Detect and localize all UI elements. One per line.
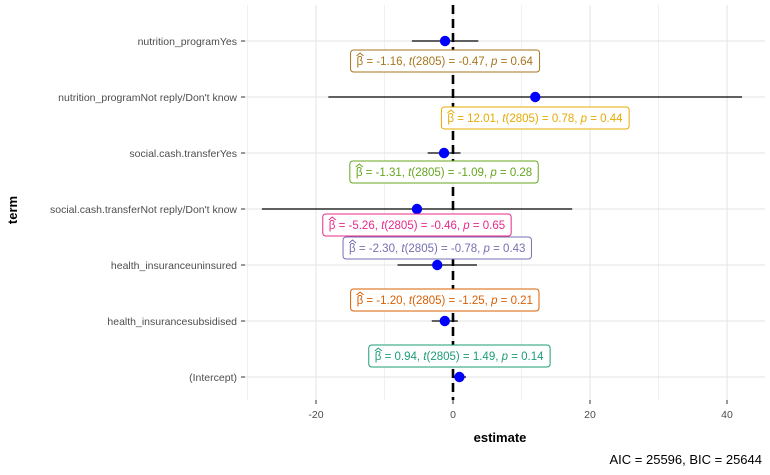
beta-hat: [356, 291, 364, 296]
y-axis-title: term: [5, 196, 20, 224]
estimate-point: [411, 203, 423, 215]
annotation-text: β = -1.31, t(2805) = -1.09, p = 0.28: [356, 167, 532, 179]
estimate-point: [438, 147, 450, 159]
beta-hat: [447, 109, 455, 114]
estimate-points: [411, 35, 541, 383]
estimate-point: [454, 371, 465, 383]
estimate-point: [432, 259, 443, 271]
x-tick-label: 20: [584, 409, 596, 421]
annotation-label: β = -2.30, t(2805) = -0.78, p = 0.43: [342, 236, 532, 260]
model-fit-caption: AIC = 25596, BIC = 25644: [610, 452, 763, 467]
annotation-text: β = 12.01, t(2805) = 0.78, p = 0.44: [447, 113, 623, 125]
y-tick-label: social.cash.transferYes: [129, 148, 237, 160]
annotation-text: β = 0.94, t(2805) = 1.49, p = 0.14: [375, 351, 544, 363]
y-tick-label: health_insurancesubsidised: [107, 316, 237, 328]
beta-hat: [355, 163, 364, 168]
x-tick-label: -20: [308, 409, 323, 421]
annotation-box: [342, 236, 532, 260]
annotation-text: β = -5.26, t(2805) = -0.46, p = 0.65: [329, 220, 505, 232]
annotation-box: [322, 213, 512, 237]
y-tick-label: social.cash.transferNot reply/Don't know: [50, 204, 237, 216]
annotation-box: [350, 288, 540, 312]
annotation-box: [350, 49, 541, 73]
annotation-text: β = -2.30, t(2805) = -0.78, p = 0.43: [349, 243, 525, 255]
annotation-label: β = -1.31, t(2805) = -1.09, p = 0.28: [349, 160, 539, 184]
y-axis-ticks: (Intercept) health_insurancesubsidised hea…: [50, 36, 245, 384]
y-tick-label: nutrition_programNot reply/Don't know: [58, 92, 237, 104]
beta-hat: [356, 52, 364, 57]
y-tick-label: health_insuranceuninsured: [111, 260, 237, 272]
x-tick-label: 0: [450, 409, 456, 421]
x-axis-title: estimate: [474, 430, 527, 445]
annotation-box: [440, 106, 630, 130]
estimate-point: [530, 91, 541, 103]
estimate-point: [439, 315, 450, 327]
annotation-text: β = -1.16, t(2805) = -0.47, p = 0.64: [357, 56, 534, 68]
annotation-box: [368, 344, 551, 368]
x-tick-label: 40: [721, 409, 733, 421]
annotation-label: β = -1.16, t(2805) = -0.47, p = 0.64: [350, 49, 541, 73]
y-tick-label: nutrition_programYes: [138, 36, 237, 48]
beta-hat: [374, 347, 383, 352]
x-axis-ticks: -20 0 20 40: [308, 400, 733, 421]
annotation-labels: β = 0.94, t(2805) = 1.49, p = 0.14 β = -1…: [322, 49, 630, 368]
y-tick-label: (Intercept): [189, 372, 237, 384]
annotation-label: β = -1.20, t(2805) = -1.25, p = 0.21: [350, 288, 540, 312]
annotation-text: β = -1.20, t(2805) = -1.25, p = 0.21: [357, 295, 533, 307]
annotation-label: β = 0.94, t(2805) = 1.49, p = 0.14: [368, 344, 551, 368]
beta-hat: [348, 239, 357, 244]
estimate-point: [439, 35, 451, 47]
annotation-box: [349, 160, 539, 184]
annotation-label: β = -5.26, t(2805) = -0.46, p = 0.65: [322, 213, 512, 237]
annotation-label: β = 12.01, t(2805) = 0.78, p = 0.44: [440, 106, 630, 130]
beta-hat: [328, 216, 337, 221]
